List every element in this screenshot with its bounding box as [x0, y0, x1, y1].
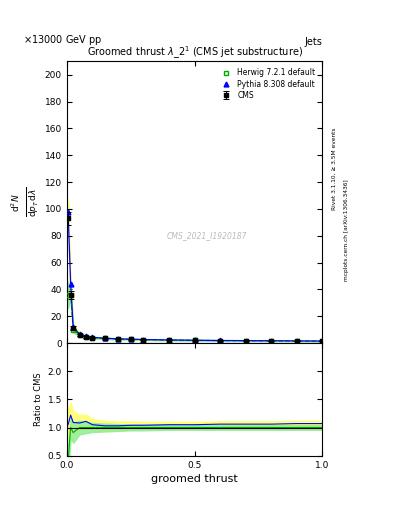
Pythia 8.308 default	[167, 337, 171, 343]
Herwig 7.2.1 default	[218, 337, 222, 344]
Text: $\times$13000 GeV pp: $\times$13000 GeV pp	[24, 33, 103, 47]
X-axis label: groomed thrust: groomed thrust	[151, 474, 238, 484]
Pythia 8.308 default	[218, 337, 222, 344]
Herwig 7.2.1 default	[269, 338, 274, 344]
Pythia 8.308 default	[68, 281, 73, 287]
Pythia 8.308 default	[320, 338, 325, 344]
Herwig 7.2.1 default	[84, 334, 88, 340]
Pythia 8.308 default	[141, 336, 146, 343]
Pythia 8.308 default	[116, 336, 120, 342]
Herwig 7.2.1 default	[103, 335, 108, 342]
Herwig 7.2.1 default	[320, 338, 325, 344]
Text: Rivet 3.1.10, ≥ 3.5M events: Rivet 3.1.10, ≥ 3.5M events	[332, 127, 337, 210]
Pythia 8.308 default	[269, 338, 274, 344]
Herwig 7.2.1 default	[66, 292, 70, 298]
Herwig 7.2.1 default	[68, 292, 73, 298]
Herwig 7.2.1 default	[167, 337, 171, 343]
Pythia 8.308 default	[66, 208, 70, 215]
Pythia 8.308 default	[77, 331, 82, 337]
Text: CMS_2021_I1920187: CMS_2021_I1920187	[167, 231, 248, 241]
Pythia 8.308 default	[103, 335, 108, 342]
Herwig 7.2.1 default	[141, 336, 146, 343]
Herwig 7.2.1 default	[116, 336, 120, 342]
Pythia 8.308 default	[294, 338, 299, 344]
Line: Herwig 7.2.1 default: Herwig 7.2.1 default	[66, 292, 325, 344]
Herwig 7.2.1 default	[294, 338, 299, 344]
Herwig 7.2.1 default	[192, 337, 197, 344]
Herwig 7.2.1 default	[90, 335, 95, 341]
Y-axis label: $\mathrm{d}^2 N$
$\overline{\mathrm{d}p_T\,\mathrm{d}\lambda}$: $\mathrm{d}^2 N$ $\overline{\mathrm{d}p_…	[10, 187, 40, 217]
Herwig 7.2.1 default	[77, 332, 82, 338]
Herwig 7.2.1 default	[71, 327, 75, 333]
Pythia 8.308 default	[192, 337, 197, 344]
Legend: Herwig 7.2.1 default, Pythia 8.308 default, CMS: Herwig 7.2.1 default, Pythia 8.308 defau…	[214, 65, 318, 103]
Herwig 7.2.1 default	[243, 338, 248, 344]
Y-axis label: Ratio to CMS: Ratio to CMS	[35, 373, 43, 426]
Herwig 7.2.1 default	[129, 336, 133, 343]
Pythia 8.308 default	[71, 324, 75, 330]
Text: Jets: Jets	[305, 37, 322, 47]
Pythia 8.308 default	[129, 336, 133, 342]
Line: Pythia 8.308 default: Pythia 8.308 default	[66, 209, 325, 344]
Pythia 8.308 default	[84, 333, 88, 339]
Pythia 8.308 default	[243, 337, 248, 344]
Title: Groomed thrust $\lambda\_2^1$ (CMS jet substructure): Groomed thrust $\lambda\_2^1$ (CMS jet s…	[86, 45, 303, 61]
Pythia 8.308 default	[90, 334, 95, 340]
Text: mcplots.cern.ch [arXiv:1306.3436]: mcplots.cern.ch [arXiv:1306.3436]	[344, 180, 349, 281]
